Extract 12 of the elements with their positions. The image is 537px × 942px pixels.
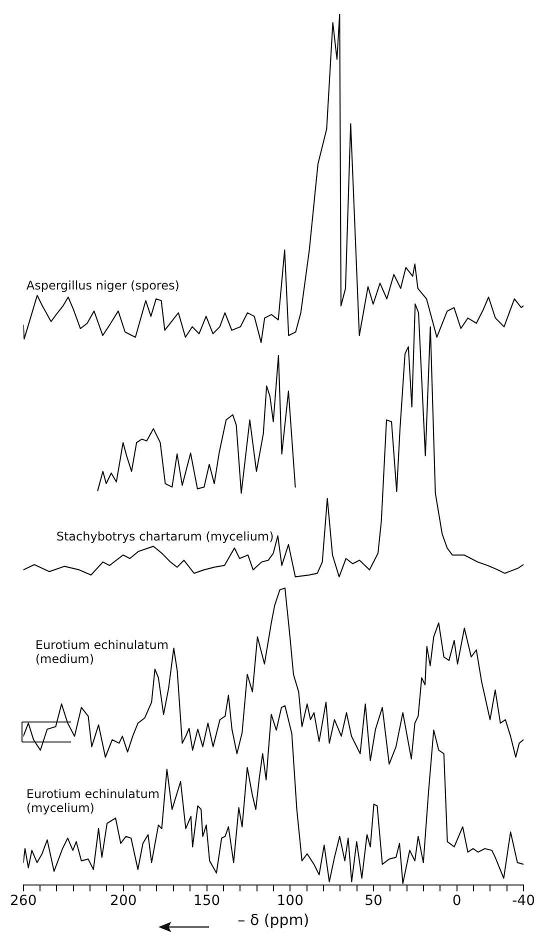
x-tick-label: -40	[512, 893, 536, 910]
series-label: Aspergillus niger (spores)	[26, 278, 180, 292]
series-label: Eurotium echinulatum (mycelium)	[26, 787, 160, 816]
x-tick-label: 150	[193, 893, 220, 910]
x-tick-label: 100	[276, 893, 304, 910]
x-tick-label: 260	[10, 893, 37, 910]
series-label: Eurotium echinulatum (medium)	[35, 638, 169, 666]
x-tick-label: 50	[364, 893, 382, 910]
series-label: Stachybotrys chartarum (mycelium)	[56, 529, 274, 544]
x-axis-title: – δ (ppm)	[238, 910, 310, 929]
x-tick-label: 200	[110, 893, 137, 910]
x-tick-label: 0	[452, 893, 462, 910]
